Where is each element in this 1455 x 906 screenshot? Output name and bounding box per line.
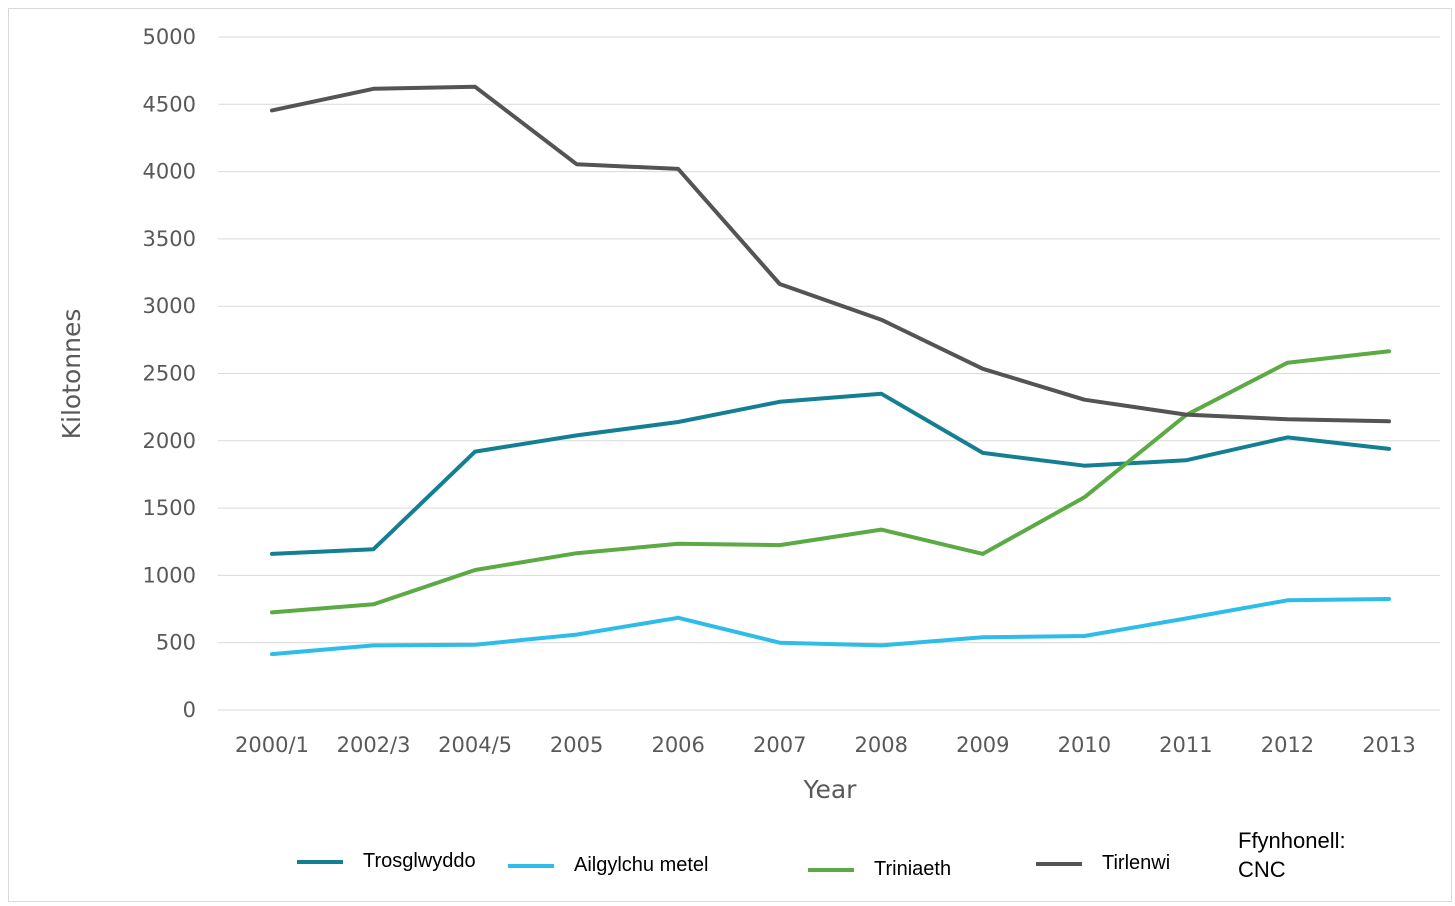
y-tick-label: 500 (156, 631, 196, 655)
x-tick-label: 2010 (1058, 733, 1111, 757)
source-value: CNC (1238, 857, 1286, 882)
series-line-ailgylchu-metel (270, 597, 1391, 657)
legend-label-triniaeth: Triniaeth (874, 858, 952, 880)
x-tick-label: 2009 (956, 733, 1009, 757)
x-axis-title: Year (803, 775, 858, 804)
y-axis-title: Kilotonnes (57, 309, 86, 440)
y-tick-label: 5000 (143, 25, 196, 49)
x-axis-ticks: 2000/1 2002/3 2004/5 2005 2006 2007 2008 2009 20… (235, 733, 1416, 757)
y-tick-label: 4500 (143, 92, 196, 116)
legend-swatch-ailgylchu-metel (508, 863, 554, 868)
legend-item-trosglwyddo: Trosglwyddo (297, 850, 476, 873)
legend-label-tirlenwi: Tirlenwi (1102, 852, 1171, 874)
chart-frame (8, 8, 1452, 902)
legend-label-ailgylchu-metel: Ailgylchu metel (574, 854, 709, 876)
x-tick-label: 2007 (753, 733, 806, 757)
x-tick-label: 2004/5 (438, 733, 512, 757)
source-label: Ffynhonell: (1238, 828, 1346, 853)
legend-item-tirlenwi: Tirlenwi (1036, 852, 1170, 875)
series-line-triniaeth (270, 349, 1391, 615)
y-tick-label: 2500 (143, 362, 196, 386)
y-tick-label: 3500 (143, 227, 196, 251)
x-tick-label: 2012 (1261, 733, 1314, 757)
y-tick-label: 3000 (143, 294, 196, 318)
legend-swatch-tirlenwi (1036, 861, 1082, 866)
x-tick-label: 2000/1 (235, 733, 309, 757)
y-tick-label: 4000 (143, 160, 196, 184)
legend-item-ailgylchu-metel: Ailgylchu metel (508, 854, 709, 877)
gridlines (218, 36, 1440, 711)
series-line-trosglwyddo (270, 391, 1391, 556)
legend: Trosglwyddo Ailgylchu metel Triniaeth Ti… (0, 844, 1455, 894)
legend-swatch-triniaeth (808, 867, 854, 872)
series-lines (270, 84, 1391, 657)
y-tick-label: 1000 (143, 563, 196, 587)
legend-label-trosglwyddo: Trosglwyddo (363, 850, 476, 872)
x-tick-label: 2006 (651, 733, 704, 757)
legend-item-triniaeth: Triniaeth (808, 858, 951, 881)
x-tick-label: 2008 (855, 733, 908, 757)
x-tick-label: 2013 (1362, 733, 1415, 757)
source-note: Ffynhonell: CNC (1238, 826, 1346, 884)
y-tick-label: 1500 (143, 496, 196, 520)
y-tick-label: 0 (183, 698, 196, 722)
y-axis-ticks: 0 500 1000 1500 2000 2500 3000 3500 4000 4500 5000 (143, 25, 196, 722)
series-line-tirlenwi (270, 84, 1391, 424)
x-tick-label: 2002/3 (337, 733, 411, 757)
y-tick-label: 2000 (143, 429, 196, 453)
x-tick-label: 2011 (1159, 733, 1212, 757)
x-tick-label: 2005 (550, 733, 603, 757)
legend-swatch-trosglwyddo (297, 859, 343, 864)
